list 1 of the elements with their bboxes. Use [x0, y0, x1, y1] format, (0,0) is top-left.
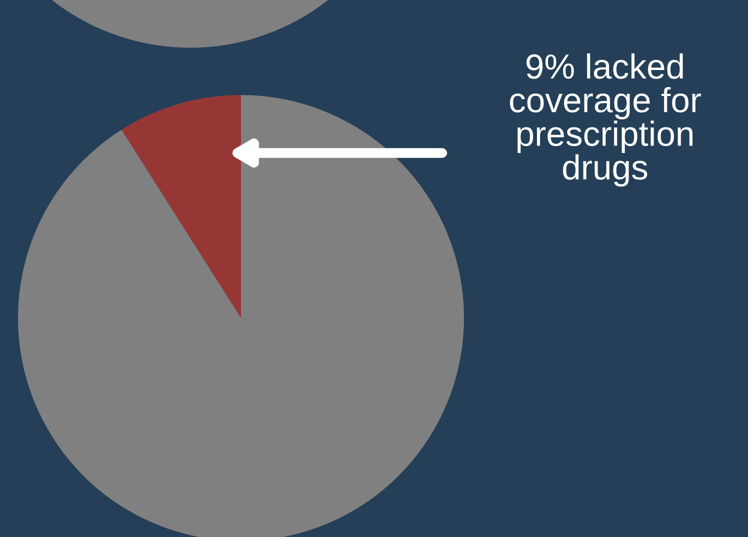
text: 9% lacked coverage for prescription drugs [510, 53, 701, 187]
